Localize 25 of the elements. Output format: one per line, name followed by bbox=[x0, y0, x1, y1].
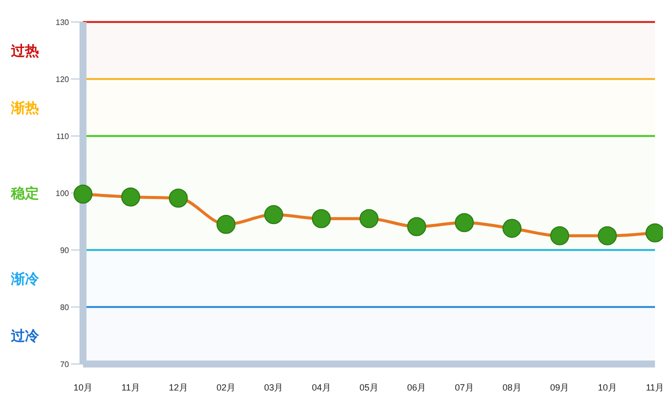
x-tick-label: 09月 bbox=[550, 382, 570, 392]
x-tick-label: 02月 bbox=[216, 382, 236, 392]
x-tick-label: 08月 bbox=[502, 382, 522, 392]
band-label: 渐热 bbox=[10, 100, 39, 116]
band-label: 过冷 bbox=[10, 328, 40, 344]
x-tick-label: 12月 bbox=[168, 382, 188, 392]
y-tick-label: 120 bbox=[56, 74, 70, 84]
y-tick-label: 80 bbox=[60, 302, 70, 312]
x-tick-label: 04月 bbox=[312, 382, 331, 392]
x-tick-label: 03月 bbox=[264, 382, 284, 392]
x-tick-label: 05月 bbox=[359, 382, 379, 392]
y-tick-label: 110 bbox=[56, 132, 70, 141]
y-tick-label: 90 bbox=[60, 246, 70, 255]
band-label: 稳定 bbox=[10, 185, 39, 201]
x-tick-label: 06月 bbox=[407, 382, 426, 392]
y-tick-label: 100 bbox=[56, 188, 70, 198]
x-tick-label: 10月 bbox=[73, 382, 93, 392]
x-tick-label: 07月 bbox=[454, 382, 474, 392]
y-tick-label: 70 bbox=[60, 360, 70, 369]
y-tick-label: 130 bbox=[56, 18, 70, 27]
x-tick-label: 10月 bbox=[598, 382, 617, 392]
x-tick-label: 11月 bbox=[646, 382, 664, 392]
band-label: 渐冷 bbox=[10, 270, 40, 286]
x-tick-label: 11月 bbox=[121, 382, 140, 392]
band-label: 过热 bbox=[10, 42, 39, 58]
